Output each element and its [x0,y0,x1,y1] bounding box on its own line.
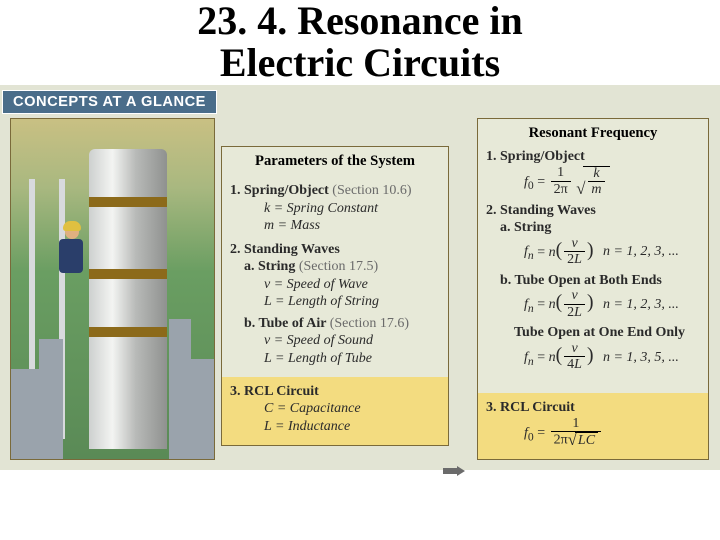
title-line-1: 23. 4. Resonance in [197,0,523,43]
panel-freq-footer: 3. RCL Circuit f0 = 12π√LC [478,393,708,459]
param-item-1-ref: (Section 10.6) [332,183,411,198]
panel-resonant-frequency: Resonant Frequency 1. Spring/Object f0 =… [477,118,709,460]
param-item-2a: a. String [244,259,295,274]
figure-row: Parameters of the System 1. Spring/Objec… [0,114,720,468]
formula-string: fn = n(v2L) n = 1, 2, 3, ... [486,237,700,268]
panel-freq-header: Resonant Frequency [478,119,708,148]
formula-tube-both: fn = n(v2L) n = 1, 2, 3, ... [486,289,700,320]
param-item-3: 3. RCL Circuit [230,384,319,399]
spacer [455,118,471,460]
page-title: 23. 4. Resonance in Electric Circuits [0,0,720,84]
photo-tower [89,149,167,449]
freq-item-2b: b. Tube Open at Both Ends [486,272,700,290]
param-item-2b-ref: (Section 17.6) [330,316,409,331]
panel-parameters: Parameters of the System 1. Spring/Objec… [221,146,449,446]
photo-worker [49,219,95,289]
formula-rcl: f0 = 12π√LC [486,417,700,449]
panel-parameters-header: Parameters of the System [222,147,448,176]
photo-building [11,369,41,459]
freq-item-1: 1. Spring/Object [486,149,585,164]
param-item-2: 2. Standing Waves [230,242,340,257]
formula-tube-both-n: n = 1, 2, 3, ... [597,297,679,312]
freq-item-2a: a. String [486,219,700,237]
panel-parameters-footer: 3. RCL Circuit C = Capacitance L = Induc… [222,377,448,446]
param-3-C: C = Capacitance [264,401,361,416]
formula-spring: f0 = 12π √km [486,166,700,198]
freq-item-2: 2. Standing Waves [486,203,596,218]
param-item-2a-ref: (Section 17.5) [299,259,378,274]
photo-building [189,359,215,459]
param-2b-v: v = Speed of Sound [264,333,373,348]
param-k: k = Spring Constant [264,201,378,216]
freq-item-3: 3. RCL Circuit [486,400,575,415]
concepts-at-a-glance-label: CONCEPTS AT A GLANCE [2,90,217,114]
formula-tube-one: fn = n(v4L) n = 1, 3, 5, ... [486,342,700,373]
param-m: m = Mass [264,218,320,233]
photo-tower-band [89,197,167,207]
param-item-1: 1. Spring/Object [230,183,329,198]
panel-freq-body: 1. Spring/Object f0 = 12π √km 2. Standin… [478,148,708,393]
param-3-L: L = Inductance [264,419,350,434]
arrow-icon [443,466,465,476]
title-line-2: Electric Circuits [220,40,500,85]
formula-tube-one-n: n = 1, 3, 5, ... [597,350,679,365]
param-2b-L: L = Length of Tube [264,351,372,366]
photo-building [39,339,63,459]
formula-string-n: n = 1, 2, 3, ... [597,244,679,259]
freq-item-2c: Tube Open at One End Only [486,324,700,342]
photo-building [169,319,191,459]
photo-antenna-worker [10,118,215,460]
photo-tower-band [89,269,167,279]
photo-tower-band [89,327,167,337]
param-2a-L: L = Length of String [264,294,379,309]
panel-parameters-body: 1. Spring/Object (Section 10.6) k = Spri… [222,176,448,377]
param-item-2b: b. Tube of Air [244,316,326,331]
param-2a-v: v = Speed of Wave [264,277,368,292]
